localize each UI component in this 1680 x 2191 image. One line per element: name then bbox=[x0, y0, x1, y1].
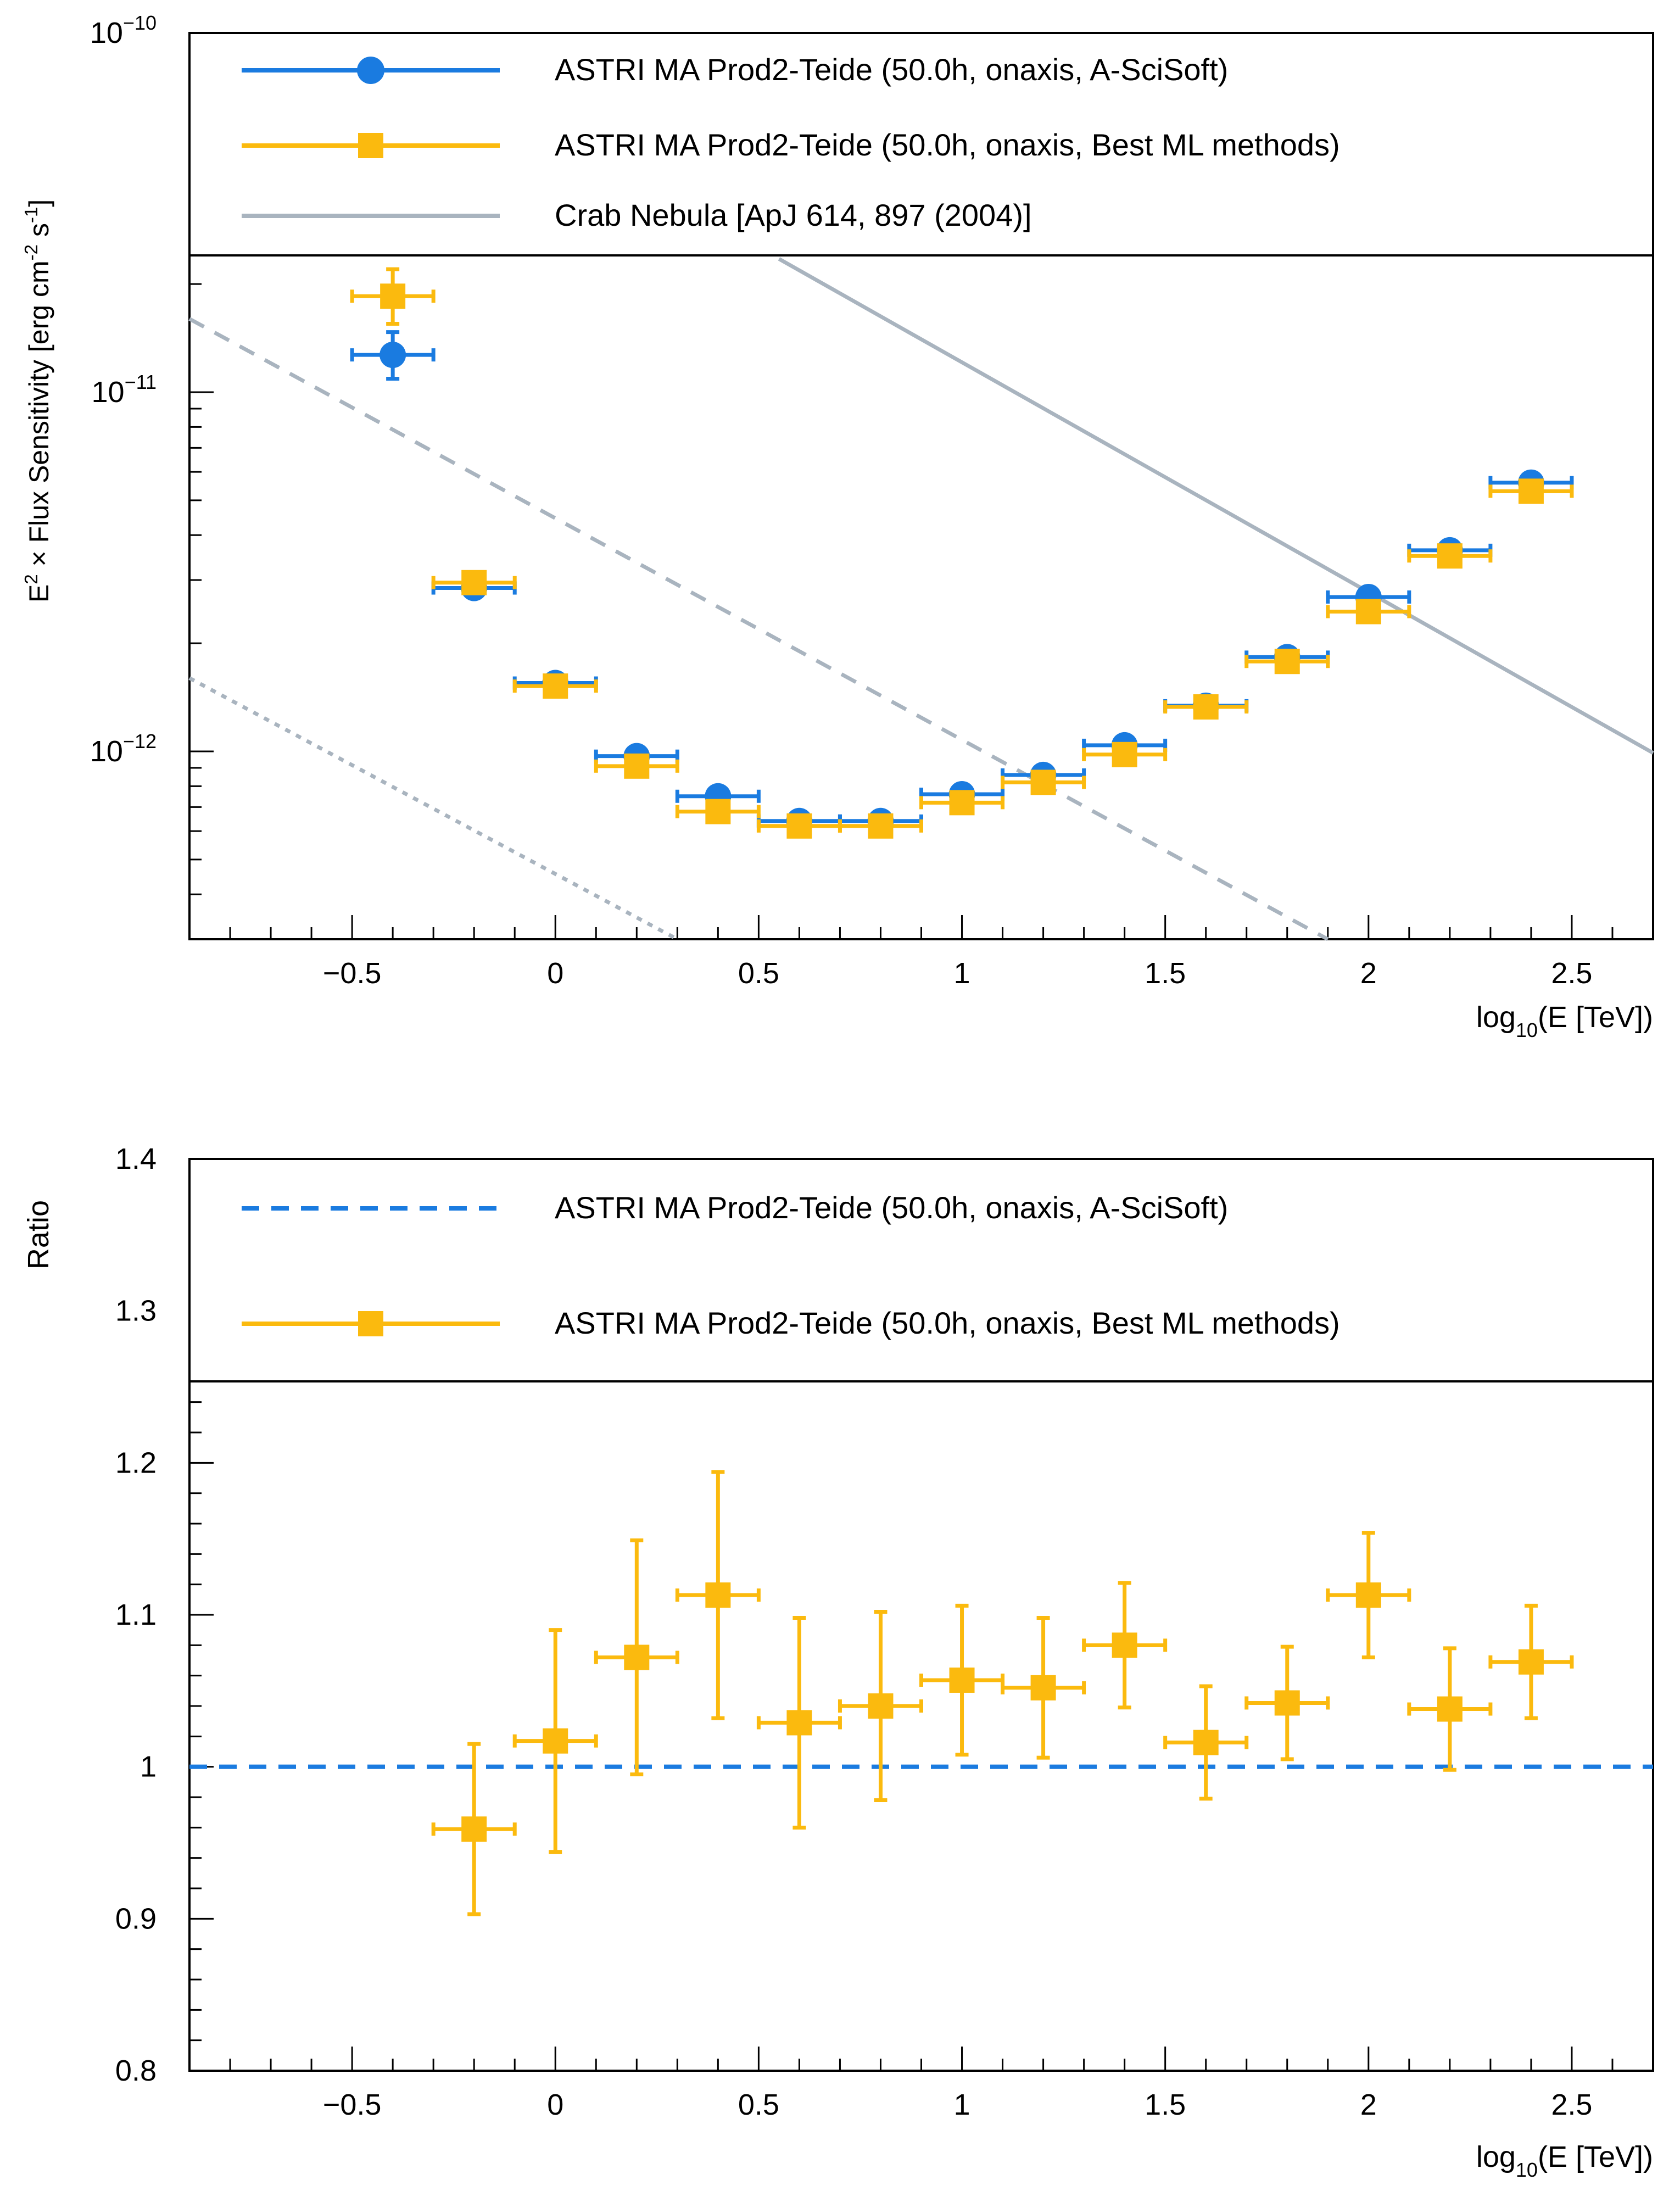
y-tick-label: 1 bbox=[140, 1750, 157, 1783]
data-point-square bbox=[543, 673, 568, 699]
x-tick-label: 1 bbox=[954, 957, 970, 990]
data-point-square bbox=[461, 570, 487, 595]
data-point-square bbox=[624, 1644, 650, 1670]
x-tick-label: 0.5 bbox=[738, 957, 779, 990]
x-tick-label: 1.5 bbox=[1145, 957, 1186, 990]
data-point-square bbox=[1274, 649, 1300, 674]
crab-line-dashed bbox=[188, 317, 1329, 941]
sensitivity-series bbox=[350, 267, 1574, 839]
legend-marker-circle bbox=[357, 57, 384, 84]
data-point-square bbox=[868, 813, 894, 839]
sensitivity-plot: −0.5 0 0.5 1 1.5 2 2.5 10−10 10−11 10−12 ASTRI MA… bbox=[21, 12, 1654, 1041]
y-tick-label: 0.9 bbox=[115, 1902, 157, 1935]
data-point-square bbox=[1437, 1696, 1463, 1722]
data-point-square bbox=[1112, 1632, 1137, 1658]
crab-line-solid bbox=[778, 257, 1654, 755]
data-point-circle bbox=[379, 342, 406, 369]
ratio-series bbox=[189, 1470, 1653, 1916]
y-tick-label: 10−11 bbox=[92, 371, 157, 409]
y-tick-label: 1.3 bbox=[115, 1295, 157, 1328]
data-point-square bbox=[1518, 478, 1544, 504]
x-tick-label: 1 bbox=[954, 2088, 970, 2121]
data-point-square bbox=[949, 1667, 975, 1693]
legend-label: ASTRI MA Prod2-Teide (50.0h, onaxis, Bes… bbox=[555, 127, 1340, 162]
data-point-square bbox=[1193, 694, 1219, 720]
y-tick-label: 10−10 bbox=[90, 12, 157, 49]
x-tick-label: 2 bbox=[1360, 2088, 1377, 2121]
crab-line-dotted bbox=[188, 676, 678, 941]
legend-label: ASTRI MA Prod2-Teide (50.0h, onaxis, Bes… bbox=[555, 1306, 1340, 1340]
data-point-square bbox=[1030, 770, 1056, 795]
ratio-y-axis-label: Ratio bbox=[22, 1200, 55, 1269]
x-tick-label: 1.5 bbox=[1145, 2088, 1186, 2121]
x-tick-label: 2.5 bbox=[1551, 957, 1592, 990]
legend-marker-square bbox=[358, 1311, 383, 1336]
y-tick-label: 1.1 bbox=[115, 1598, 157, 1631]
data-point-square bbox=[949, 790, 975, 816]
legend-label: Crab Nebula [ApJ 614, 897 (2004)] bbox=[555, 198, 1032, 232]
ratio-legend: ASTRI MA Prod2-Teide (50.0h, onaxis, A-S… bbox=[188, 1158, 1654, 1382]
legend-label: ASTRI MA Prod2-Teide (50.0h, onaxis, A-S… bbox=[555, 52, 1228, 87]
ratio-axis-ticks: −0.5 0 0.5 1 1.5 2 2.5 0.8 0.9 1 1.1 1.2 1.3 1.4 bbox=[115, 1142, 1654, 2121]
x-tick-label: 2.5 bbox=[1551, 2088, 1592, 2121]
y-tick-label: 10−12 bbox=[90, 730, 157, 768]
legend-marker-square bbox=[358, 133, 383, 158]
data-point-square bbox=[786, 1710, 812, 1736]
sensitivity-y-axis-label: E2 × Flux Sensitivity [erg cm-2 s-1] bbox=[21, 199, 54, 603]
data-point-square bbox=[1518, 1649, 1544, 1675]
data-point-square bbox=[705, 1582, 731, 1608]
ratio-x-axis-label: log10(E [TeV]) bbox=[1476, 2140, 1653, 2181]
sensitivity-legend: ASTRI MA Prod2-Teide (50.0h, onaxis, A-S… bbox=[188, 32, 1654, 257]
x-tick-label: 2 bbox=[1360, 957, 1377, 990]
x-tick-label: 0 bbox=[547, 957, 563, 990]
x-tick-label: 0.5 bbox=[738, 2088, 779, 2121]
ratio-axis-labels: Ratio log10(E [TeV]) bbox=[22, 1200, 1653, 2181]
data-point-square bbox=[1274, 1690, 1300, 1716]
data-point-square bbox=[380, 283, 406, 309]
legend-label: ASTRI MA Prod2-Teide (50.0h, onaxis, A-S… bbox=[555, 1190, 1228, 1225]
x-tick-label: −0.5 bbox=[323, 957, 382, 990]
sensitivity-x-axis-label: log10(E [TeV]) bbox=[1476, 1001, 1653, 1041]
data-point-square bbox=[1193, 1730, 1219, 1755]
data-point-square bbox=[1355, 1582, 1381, 1608]
data-point-square bbox=[786, 813, 812, 839]
x-tick-label: 0 bbox=[547, 2088, 563, 2121]
data-point-square bbox=[1112, 742, 1137, 767]
data-point-square bbox=[705, 799, 731, 824]
ratio-plot: −0.5 0 0.5 1 1.5 2 2.5 0.8 0.9 1 1.1 1.2 1.3 1.4 ASTR… bbox=[22, 1142, 1654, 2181]
data-point-square bbox=[1030, 1675, 1056, 1701]
y-tick-label: 0.8 bbox=[115, 2054, 157, 2087]
data-point-square bbox=[1437, 543, 1463, 569]
data-point-square bbox=[868, 1693, 894, 1719]
sensitivity-axis-ticks: −0.5 0 0.5 1 1.5 2 2.5 10−10 10−11 10−12 bbox=[90, 12, 1654, 990]
data-point-square bbox=[624, 753, 650, 779]
data-point-square bbox=[461, 1816, 487, 1842]
crab-reference-lines bbox=[188, 257, 1654, 941]
data-point-square bbox=[1355, 599, 1381, 625]
ratio-legend-box bbox=[188, 1158, 1654, 1382]
x-tick-label: −0.5 bbox=[323, 2088, 382, 2121]
data-point-square bbox=[543, 1728, 568, 1754]
y-tick-label: 1.2 bbox=[115, 1446, 157, 1479]
y-tick-label: 1.4 bbox=[115, 1142, 157, 1175]
sensitivity-axis-labels: E2 × Flux Sensitivity [erg cm-2 s-1] log… bbox=[21, 199, 1653, 1041]
